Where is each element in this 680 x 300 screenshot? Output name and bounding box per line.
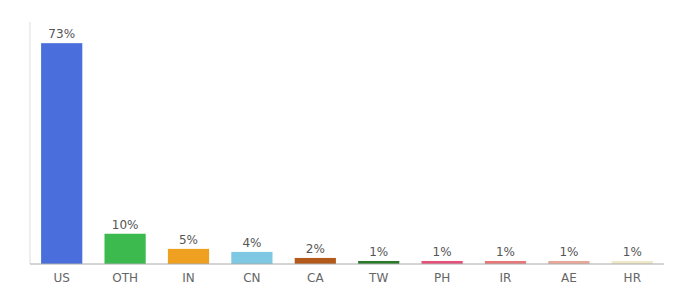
data-label: 1% xyxy=(559,245,578,259)
x-tick-label: US xyxy=(53,271,69,285)
chart-svg: 73% 10% 5% 4% 2% 1% 1% 1% 1% 1% US OTH IN CN CA TW PH IR A… xyxy=(0,0,680,300)
bars xyxy=(41,43,653,264)
data-label: 5% xyxy=(179,233,198,247)
data-label: 1% xyxy=(433,245,452,259)
x-tick-label: CN xyxy=(243,271,260,285)
bar xyxy=(104,234,145,264)
data-label: 1% xyxy=(369,245,388,259)
bar xyxy=(231,252,272,264)
x-tick-label: AE xyxy=(561,271,577,285)
x-tick-label: IR xyxy=(500,271,512,285)
bar xyxy=(168,249,209,264)
y-axis-line xyxy=(30,22,31,264)
data-label: 4% xyxy=(242,236,261,250)
data-label: 10% xyxy=(112,218,139,232)
x-tick-label: OTH xyxy=(112,271,138,285)
x-tick-label: TW xyxy=(368,271,388,285)
bar xyxy=(41,43,82,264)
x-tick-label: IN xyxy=(182,271,195,285)
data-label: 2% xyxy=(306,242,325,256)
x-tick-label: CA xyxy=(307,271,324,285)
x-axis-line xyxy=(30,264,664,265)
bar xyxy=(295,258,336,264)
x-tick-label: PH xyxy=(434,271,450,285)
data-label: 1% xyxy=(496,245,515,259)
x-tick-label: HR xyxy=(624,271,641,285)
chart-container: 73% 10% 5% 4% 2% 1% 1% 1% 1% 1% US OTH IN CN CA TW PH IR A… xyxy=(0,0,680,300)
data-label: 73% xyxy=(48,27,75,41)
data-label: 1% xyxy=(623,245,642,259)
